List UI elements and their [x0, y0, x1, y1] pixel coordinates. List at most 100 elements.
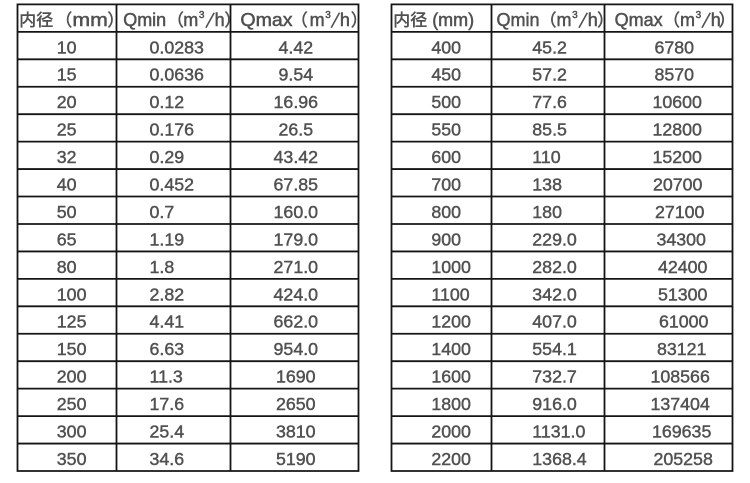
- svg-text:15200: 15200: [653, 147, 703, 167]
- svg-text:57.2: 57.2: [532, 65, 567, 85]
- svg-text:205258: 205258: [654, 449, 713, 469]
- svg-text:m: m: [680, 10, 695, 30]
- svg-text:2000: 2000: [431, 422, 471, 442]
- svg-text:(mm): (mm): [432, 10, 474, 30]
- svg-text:2650: 2650: [276, 394, 316, 414]
- svg-text:1100: 1100: [431, 284, 469, 304]
- svg-text:42400: 42400: [658, 257, 708, 277]
- svg-text:200: 200: [57, 367, 87, 387]
- svg-text:5190: 5190: [276, 449, 316, 469]
- svg-text:8570: 8570: [655, 65, 695, 85]
- svg-text:138: 138: [532, 175, 562, 195]
- svg-text:400: 400: [431, 37, 461, 57]
- svg-text:3: 3: [572, 10, 578, 21]
- svg-text:15: 15: [57, 65, 77, 85]
- svg-text:100: 100: [57, 284, 87, 304]
- svg-text:125: 125: [57, 312, 87, 332]
- svg-text:4.42: 4.42: [278, 37, 313, 57]
- svg-text:554.1: 554.1: [532, 339, 577, 359]
- svg-text:0.29: 0.29: [150, 147, 185, 167]
- svg-text:3810: 3810: [276, 422, 316, 442]
- svg-text:0.12: 0.12: [150, 92, 185, 112]
- svg-text:150: 150: [57, 339, 87, 359]
- svg-text:954.0: 954.0: [274, 339, 319, 359]
- svg-text:16.96: 16.96: [274, 92, 319, 112]
- svg-text:110: 110: [532, 147, 560, 167]
- svg-text:Qmin: Qmin: [497, 10, 540, 30]
- svg-text:Qmin: Qmin: [123, 10, 166, 30]
- svg-text:407.0: 407.0: [532, 312, 577, 332]
- svg-text:10600: 10600: [653, 92, 703, 112]
- svg-text:229.0: 229.0: [532, 229, 577, 249]
- svg-text:85.5: 85.5: [532, 120, 567, 140]
- svg-text:25: 25: [57, 120, 77, 140]
- svg-text:732.7: 732.7: [532, 367, 577, 387]
- svg-text:83121: 83121: [657, 339, 707, 359]
- svg-text:1000: 1000: [431, 257, 471, 277]
- svg-text:20700: 20700: [653, 175, 703, 195]
- svg-text:0.176: 0.176: [150, 120, 195, 140]
- svg-text:20: 20: [57, 92, 77, 112]
- svg-text:169635: 169635: [652, 422, 711, 442]
- svg-text:550: 550: [431, 120, 461, 140]
- svg-text:282.0: 282.0: [532, 257, 577, 277]
- svg-text:26.5: 26.5: [278, 120, 313, 140]
- svg-text:51300: 51300: [658, 284, 708, 304]
- svg-text:45.2: 45.2: [532, 37, 567, 57]
- svg-text:9.54: 9.54: [278, 65, 313, 85]
- svg-text:800: 800: [431, 202, 461, 222]
- svg-text:h: h: [711, 10, 721, 30]
- svg-text:1800: 1800: [431, 394, 471, 414]
- svg-text:1.19: 1.19: [150, 229, 185, 249]
- svg-text:900: 900: [431, 229, 461, 249]
- svg-text:Qmax: Qmax: [615, 10, 663, 30]
- svg-text:662.0: 662.0: [274, 312, 319, 332]
- svg-text:300: 300: [57, 422, 87, 442]
- svg-text:600: 600: [431, 147, 461, 167]
- svg-text:3: 3: [199, 10, 205, 21]
- svg-text:3: 3: [325, 10, 331, 21]
- svg-text:mm: mm: [72, 10, 107, 30]
- svg-text:80: 80: [57, 257, 77, 277]
- svg-text:10: 10: [57, 37, 77, 57]
- svg-text:m: m: [557, 10, 572, 30]
- svg-text:27100: 27100: [655, 202, 705, 222]
- svg-text:1200: 1200: [431, 312, 471, 332]
- svg-text:h: h: [588, 10, 598, 30]
- svg-text:61000: 61000: [659, 312, 709, 332]
- svg-text:43.42: 43.42: [274, 147, 319, 167]
- svg-text:25.4: 25.4: [150, 422, 185, 442]
- svg-text:1600: 1600: [431, 367, 471, 387]
- svg-text:916.0: 916.0: [532, 394, 577, 414]
- svg-text:6780: 6780: [655, 37, 695, 57]
- svg-text:342.0: 342.0: [532, 284, 577, 304]
- svg-text:3: 3: [696, 10, 702, 21]
- svg-text:4.41: 4.41: [150, 312, 185, 332]
- svg-text:2200: 2200: [431, 449, 471, 469]
- svg-text:0.0636: 0.0636: [150, 65, 204, 85]
- svg-text:424.0: 424.0: [274, 284, 319, 304]
- svg-text:34.6: 34.6: [150, 449, 185, 469]
- svg-text:12800: 12800: [653, 120, 703, 140]
- svg-text:65: 65: [57, 229, 77, 249]
- svg-text:34300: 34300: [657, 229, 707, 249]
- svg-text:6.63: 6.63: [150, 339, 185, 359]
- svg-text:700: 700: [431, 175, 461, 195]
- svg-text:137404: 137404: [651, 394, 710, 414]
- svg-text:108566: 108566: [651, 367, 710, 387]
- svg-text:32: 32: [57, 147, 77, 167]
- svg-text:77.6: 77.6: [532, 92, 567, 112]
- svg-text:m: m: [310, 10, 325, 30]
- svg-text:450: 450: [431, 65, 461, 85]
- svg-text:350: 350: [57, 449, 87, 469]
- svg-text:0.7: 0.7: [150, 202, 175, 222]
- svg-text:2.82: 2.82: [150, 284, 185, 304]
- svg-text:271.0: 271.0: [274, 257, 319, 277]
- svg-text:m: m: [183, 10, 198, 30]
- svg-text:160.0: 160.0: [274, 202, 319, 222]
- svg-text:180: 180: [532, 202, 562, 222]
- svg-text:40: 40: [57, 175, 77, 195]
- svg-text:1131.0: 1131.0: [532, 422, 585, 442]
- svg-text:179.0: 179.0: [274, 229, 319, 249]
- svg-text:1368.4: 1368.4: [532, 449, 586, 469]
